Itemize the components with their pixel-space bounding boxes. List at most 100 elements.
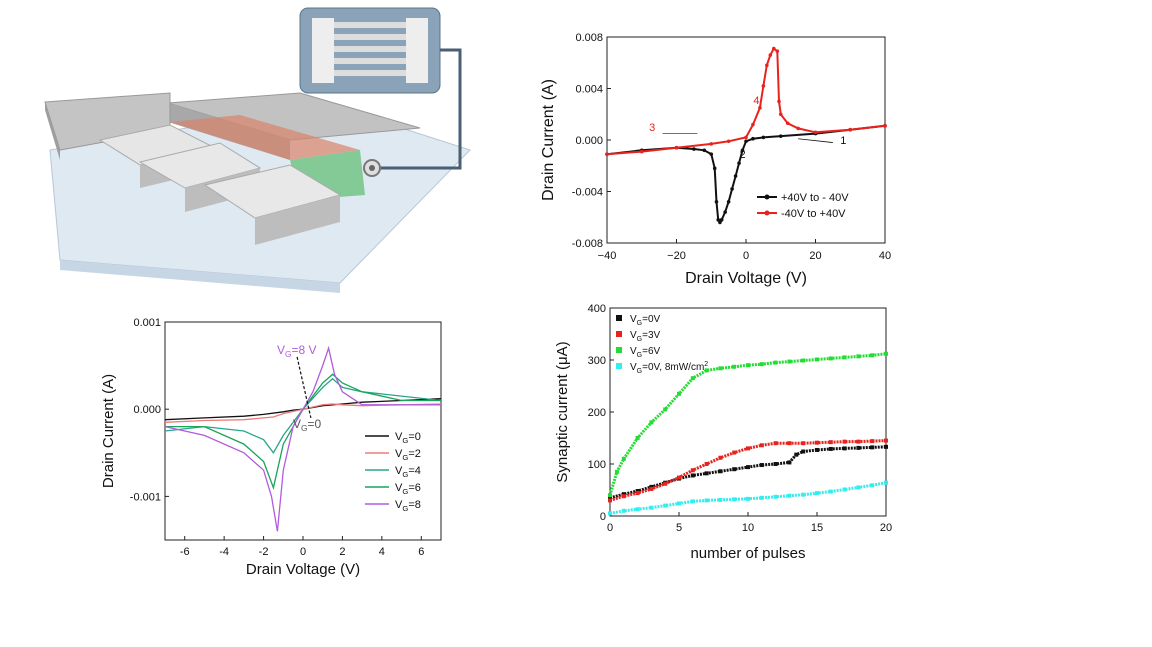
data-point — [759, 463, 764, 468]
data-point — [758, 106, 762, 110]
left-block-side — [45, 102, 60, 160]
legend-marker — [616, 331, 622, 337]
y-axis-label: Drain Current (A) — [100, 374, 117, 488]
x-tick-label: 40 — [879, 250, 891, 262]
data-point — [883, 124, 887, 128]
data-point — [702, 148, 707, 153]
data-point — [772, 46, 776, 51]
legend-label: VG=6V — [630, 346, 661, 359]
data-point — [884, 480, 888, 485]
data-point — [744, 135, 748, 140]
series-line — [164, 345, 441, 532]
x-axis-label: number of pulses — [690, 545, 805, 562]
substrate-edge — [60, 260, 340, 293]
data-point — [801, 492, 806, 497]
data-point — [709, 152, 714, 156]
data-point — [746, 363, 750, 368]
data-point — [704, 462, 709, 466]
channel-layer — [170, 115, 360, 160]
data-point — [787, 460, 792, 465]
data-point — [718, 497, 723, 502]
x-tick-label: 20 — [880, 522, 892, 534]
y-tick-label: -0.004 — [572, 187, 603, 199]
data-point — [621, 492, 626, 497]
data-point — [690, 473, 695, 478]
data-point — [778, 134, 783, 138]
data-point — [716, 218, 720, 222]
data-point — [732, 467, 737, 472]
data-point — [635, 507, 640, 512]
electrode-pads-icon — [98, 124, 342, 245]
data-point — [635, 436, 640, 440]
data-point — [768, 53, 773, 57]
data-point — [704, 368, 709, 373]
data-point — [718, 455, 723, 460]
legend-label: VG=2 — [395, 448, 421, 462]
data-point — [746, 496, 750, 501]
zoom-marker-dot — [369, 165, 375, 171]
y-tick-label: -0.008 — [572, 238, 603, 250]
data-point — [677, 391, 681, 396]
data-point — [870, 445, 875, 450]
data-point — [718, 220, 722, 225]
x-tick-label: -4 — [219, 546, 229, 558]
data-point — [856, 485, 861, 490]
legend-label: +40V to - 40V — [781, 192, 849, 204]
device-schematic-icon — [44, 7, 471, 293]
data-point — [801, 358, 806, 363]
legend-label: VG=0V, 8mW/cm2 — [630, 361, 708, 375]
data-point — [828, 440, 833, 445]
data-point — [692, 147, 696, 151]
x-tick-label: −40 — [598, 250, 617, 262]
data-point — [712, 166, 717, 171]
data-point — [815, 440, 819, 445]
iv-sweep-chart: −40 −20 0 20 40 0.008 0.004 0.000 -0.004 -0.008 Dr… — [535, 5, 915, 300]
legend-marker — [764, 194, 770, 200]
data-point — [856, 439, 861, 444]
x-tick-label: 20 — [809, 250, 821, 262]
data-point — [765, 63, 769, 68]
data-point — [649, 486, 654, 491]
interdigitated-inset-icon — [299, 7, 441, 94]
data-point — [733, 174, 738, 178]
data-point — [639, 149, 644, 154]
y-tick-label: 0.001 — [133, 317, 161, 329]
data-point — [870, 483, 875, 488]
data-point — [828, 489, 833, 494]
x-axis-label: Drain Voltage (V) — [246, 561, 360, 578]
x-axis-label: Drain Voltage (V) — [685, 270, 807, 287]
data-point — [870, 353, 875, 358]
x-tick-label: 6 — [418, 546, 424, 558]
y-tick-label: 0.000 — [133, 404, 161, 416]
data-point — [635, 491, 640, 496]
series-line — [164, 403, 442, 423]
data-point — [751, 136, 755, 141]
data-point — [759, 495, 764, 500]
data-point — [730, 187, 734, 191]
data-point — [719, 218, 724, 222]
annotation-label: 4 — [753, 95, 759, 107]
data-point — [649, 420, 654, 425]
data-point — [605, 152, 609, 156]
data-point — [614, 469, 619, 474]
y-tick-label: -0.001 — [130, 491, 161, 503]
inset-connector-line — [375, 48, 462, 170]
data-point — [690, 376, 695, 381]
legend-label: VG=0V — [630, 314, 661, 327]
y-tick-label: 0 — [600, 511, 606, 523]
data-point — [796, 126, 800, 131]
data-point — [726, 139, 731, 144]
data-point — [608, 511, 612, 516]
data-point — [801, 441, 806, 446]
legend-marker — [616, 363, 622, 369]
series-line — [606, 47, 886, 156]
legend-label: VG=6 — [395, 482, 421, 496]
data-point — [709, 142, 714, 146]
data-point — [787, 441, 792, 446]
legend-label: VG=4 — [395, 465, 421, 479]
data-point — [621, 456, 626, 461]
data-point — [884, 444, 888, 449]
legend-marker — [616, 347, 622, 353]
data-point — [677, 475, 681, 480]
data-point — [704, 498, 709, 503]
